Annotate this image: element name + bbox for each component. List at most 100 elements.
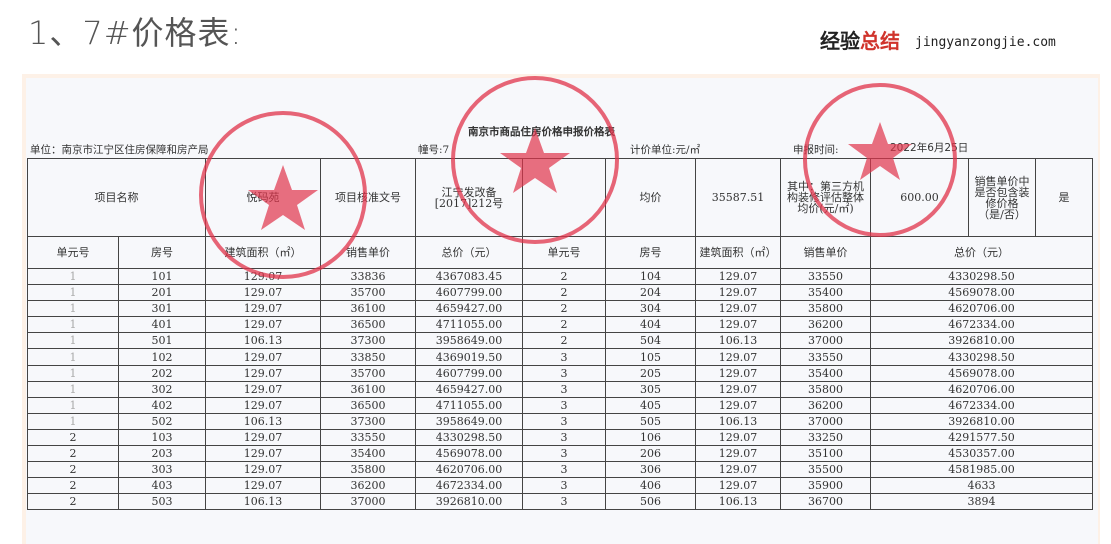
table-cell: 35500 <box>780 461 871 479</box>
table-cell: 304 <box>605 300 696 318</box>
table-cell: 2 <box>522 284 606 302</box>
table-cell: 205 <box>605 364 696 382</box>
table-cell: 4711055.00 <box>415 396 523 414</box>
table-cell: 129.07 <box>205 348 321 366</box>
doc-report-time: 2022年6月25日 <box>890 142 969 154</box>
table-row: 1 501 106.13 37300 3958649.00 2 504 106.13 37000… <box>27 332 1093 350</box>
column-header: 单元号 <box>522 236 606 269</box>
table-cell: 106.13 <box>695 412 781 430</box>
table-cell: 406 <box>605 477 696 495</box>
table-row: 1 301 129.07 36100 4659427.00 2 304 129.07 35800… <box>27 300 1093 318</box>
table-cell: 36500 <box>320 316 416 334</box>
table-cell: 33836 <box>320 267 416 286</box>
table-cell: 2 <box>522 316 606 334</box>
table-cell: 104 <box>605 267 696 286</box>
watermark-site: jingyanzongjie.com <box>915 35 1056 50</box>
table-cell: 4569078.00 <box>415 445 523 463</box>
table-cell: 306 <box>605 461 696 479</box>
table-cell: 202 <box>118 364 206 382</box>
table-row: 1 102 129.07 33850 4369019.50 3 105 129.07 33550… <box>27 348 1093 366</box>
table-cell: 36100 <box>320 300 416 318</box>
avg-label: 均价 <box>605 158 696 237</box>
table-cell: 2 <box>27 445 119 463</box>
table-cell: 35800 <box>780 380 871 398</box>
column-header: 单元号 <box>27 236 119 269</box>
table-cell: 35800 <box>320 461 416 479</box>
table-cell: 105 <box>605 348 696 366</box>
incl-label: 销售单价中是否包含装修价格（是/否） <box>968 158 1036 237</box>
column-header-row: 单元号 房号 建筑面积（㎡） 销售单价 总价（元） 单元号 房号 建筑面积（㎡） 销售单价 总价（… <box>27 236 1093 269</box>
approval-label: 项目核准文号 <box>320 158 416 237</box>
table-cell: 129.07 <box>205 380 321 398</box>
table-cell: 129.07 <box>695 428 781 447</box>
table-cell: 3 <box>522 412 606 430</box>
table-cell: 37300 <box>320 332 416 350</box>
doc-title: 南京市商品住房价格申报价格表 <box>468 126 615 138</box>
table-cell: 129.07 <box>695 284 781 302</box>
table-row: 2 503 106.13 37000 3926810.00 3 506 106.13 36700… <box>27 493 1093 511</box>
table-row: 2 303 129.07 35800 4620706.00 3 306 129.07 35500… <box>27 461 1093 479</box>
table-cell: 3 <box>522 348 606 366</box>
table-row: 1 302 129.07 36100 4659427.00 3 305 129.07 35800… <box>27 380 1093 398</box>
table-cell: 36200 <box>780 396 871 414</box>
table-cell: 2 <box>522 332 606 350</box>
table-cell: 3 <box>522 493 606 511</box>
table-cell: 204 <box>605 284 696 302</box>
table-cell: 106.13 <box>695 493 781 511</box>
table-cell: 129.07 <box>205 364 321 382</box>
column-header: 销售单价 <box>780 236 871 269</box>
table-cell: 35700 <box>320 284 416 302</box>
table-cell: 37000 <box>320 493 416 511</box>
table-cell: 1 <box>27 300 119 318</box>
table-cell: 4330298.50 <box>870 348 1093 366</box>
table-cell: 4530357.00 <box>870 445 1093 463</box>
decor-value: 600.00 <box>870 158 969 237</box>
table-cell: 3 <box>522 428 606 447</box>
table-cell: 303 <box>118 461 206 479</box>
table-row: 1 401 129.07 36500 4711055.00 2 404 129.07 36200… <box>27 316 1093 334</box>
table-cell: 35400 <box>320 445 416 463</box>
table-cell: 4367083.45 <box>415 267 523 286</box>
table-cell: 102 <box>118 348 206 366</box>
table-cell: 501 <box>118 332 206 350</box>
avg-value: 35587.51 <box>695 158 781 237</box>
table-cell: 1 <box>27 267 119 286</box>
column-header: 销售单价 <box>320 236 416 269</box>
table-cell: 402 <box>118 396 206 414</box>
table-cell: 129.07 <box>695 316 781 334</box>
table-cell: 35400 <box>780 364 871 382</box>
table-cell: 1 <box>27 364 119 382</box>
table-cell: 129.07 <box>205 316 321 334</box>
table-cell: 129.07 <box>205 267 321 286</box>
table-cell: 301 <box>118 300 206 318</box>
table-cell: 36500 <box>320 396 416 414</box>
table-cell: 1 <box>27 396 119 414</box>
table-cell: 4607799.00 <box>415 364 523 382</box>
table-cell: 4620706.00 <box>870 380 1093 398</box>
table-cell: 4620706.00 <box>870 300 1093 318</box>
table-cell: 3 <box>522 461 606 479</box>
table-cell: 2 <box>27 461 119 479</box>
table-cell: 4607799.00 <box>415 284 523 302</box>
table-cell: 129.07 <box>695 477 781 495</box>
table-cell: 33550 <box>320 428 416 447</box>
table-cell: 3 <box>522 477 606 495</box>
table-cell: 3 <box>522 364 606 382</box>
table-cell: 1 <box>27 284 119 302</box>
table-cell: 3958649.00 <box>415 412 523 430</box>
table-cell: 129.07 <box>695 445 781 463</box>
table-cell: 203 <box>118 445 206 463</box>
table-cell: 3 <box>522 396 606 414</box>
table-cell: 33250 <box>780 428 871 447</box>
table-cell: 502 <box>118 412 206 430</box>
project-name: 悦码苑 <box>205 158 321 237</box>
column-header: 房号 <box>118 236 206 269</box>
table-cell: 4620706.00 <box>415 461 523 479</box>
table-cell: 4569078.00 <box>870 364 1093 382</box>
table-cell: 36200 <box>320 477 416 495</box>
table-cell: 1 <box>27 332 119 350</box>
doc-building: 幢号:7 <box>418 144 450 156</box>
column-header: 房号 <box>605 236 696 269</box>
table-cell: 33550 <box>780 348 871 366</box>
table-cell: 305 <box>605 380 696 398</box>
